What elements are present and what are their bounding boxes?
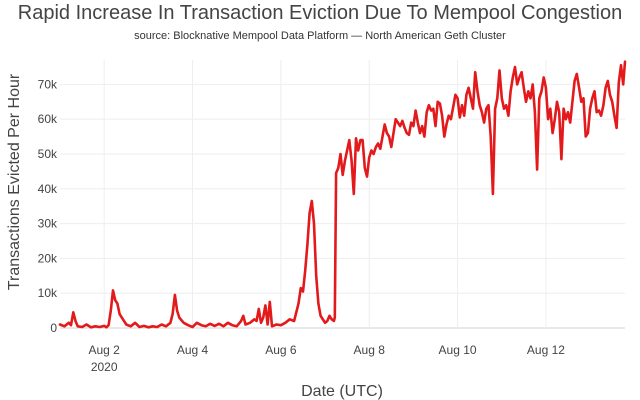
x-tick-label: Aug 2 (88, 343, 120, 357)
y-tick-label: 60k (38, 112, 58, 126)
x-tick-label: Aug 4 (177, 343, 209, 357)
series-line (58, 60, 627, 329)
y-axis-title: Transactions Evicted Per Hour (6, 73, 23, 290)
x-axis-title: Date (UTC) (301, 383, 383, 400)
chart-title: Rapid Increase In Transaction Eviction D… (17, 2, 623, 24)
chart-subtitle: source: Blocknative Mempool Data Platfor… (134, 30, 506, 42)
y-tick-label: 0 (50, 321, 57, 335)
y-tick-label: 30k (38, 217, 58, 231)
y-tick-label: 20k (38, 251, 58, 265)
y-axis-ticks: 0 10k 20k 30k 40k 50k 60k 70k (38, 77, 58, 335)
x-tick-label: Aug 12 (527, 343, 565, 357)
x-tick-label: Aug 10 (439, 343, 477, 357)
x-tick-label: Aug 6 (265, 343, 297, 357)
y-tick-label: 10k (38, 286, 58, 300)
x-axis-ticks: Aug 2 2020 Aug 4 Aug 6 Aug 8 Aug 10 Aug 12 (88, 343, 565, 374)
x-tick-label: Aug 8 (354, 343, 386, 357)
y-tick-label: 70k (38, 77, 58, 91)
x-tick-year-label: 2020 (91, 360, 118, 374)
y-gridlines (60, 83, 625, 329)
y-tick-label: 40k (38, 182, 58, 196)
y-tick-label: 50k (38, 147, 58, 161)
